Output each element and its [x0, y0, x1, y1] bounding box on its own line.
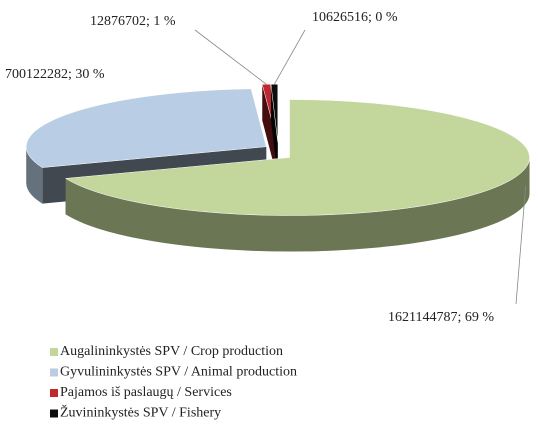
legend-swatch: [50, 348, 58, 356]
slice: [64, 99, 530, 216]
data-label: 12876702; 1 %: [90, 14, 176, 29]
slice-wall: [270, 84, 278, 179]
legend-label: Gyvulininkystės SPV / Animal production: [60, 365, 297, 380]
legend-label: Žuvininkystės SPV / Fishery: [60, 404, 221, 421]
slice-side: [65, 157, 530, 252]
leader-line: [274, 29, 306, 85]
leader-line: [194, 29, 267, 85]
slice-wall: [262, 84, 278, 179]
legend-swatch: [50, 368, 58, 377]
data-label: 10626516; 0 %: [312, 10, 398, 25]
data-label: 700122282; 30 %: [5, 67, 105, 82]
slice-side: [26, 146, 43, 204]
leader-line: [515, 185, 527, 305]
legend-swatch: [50, 389, 58, 397]
slice: [270, 83, 279, 143]
data-label: 1621144787; 69 %: [388, 310, 494, 325]
legend-swatch: [50, 409, 58, 418]
legend-label: Augalininkystės SPV / Crop production: [60, 344, 283, 359]
legend-label: Pajamos iš paslaugų / Services: [60, 385, 232, 400]
slice: [25, 88, 267, 168]
